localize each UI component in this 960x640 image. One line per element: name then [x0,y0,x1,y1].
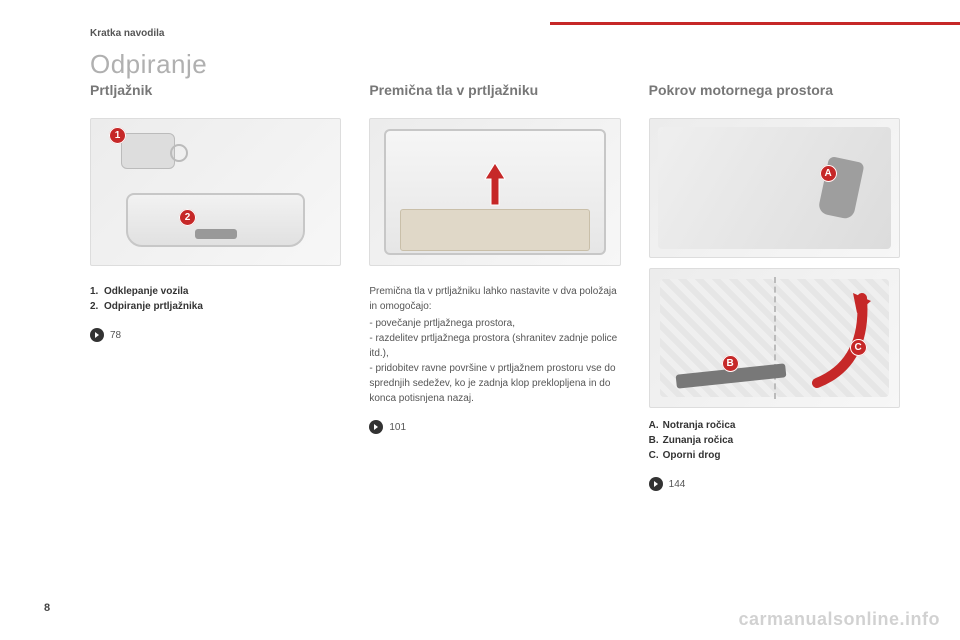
list-num: A. [649,418,663,433]
list-num: B. [649,433,663,448]
heading-trunk: Prtljažnik [90,82,341,100]
list-item: 2.Odpiranje prtljažnika [90,299,341,314]
ref-number: 101 [389,422,406,433]
bullet-list: povečanje prtljažnega prostora, razdelit… [369,316,620,406]
col-bootfloor: Premična tla v prtljažniku Premična tla … [369,82,620,491]
list-num: C. [649,448,663,463]
bullet-item: povečanje prtljažnega prostora, [369,316,620,331]
section-label: Kratka navodila [90,28,900,39]
callout-badge-a: A [820,165,837,182]
tailgate-illustration [126,193,306,247]
page-ref: 78 [90,328,341,342]
intro-text: Premična tla v prtljažniku lahko nastavi… [369,284,620,314]
col-bonnet: Pokrov motornega prostora A B C A.Notran… [649,82,900,491]
keyfob-illustration [121,133,175,169]
callout-badge-b: B [722,355,739,372]
page-ref: 144 [649,477,900,491]
watermark: carmanualsonline.info [738,609,940,630]
callout-badge-1: 1 [109,127,126,144]
boot-floor-panel [400,209,590,251]
ref-number: 144 [669,479,686,490]
page-ref: 101 [369,420,620,434]
col-trunk: Prtljažnik 1 2 1.Odklepanje vozila 2.Odp… [90,82,341,491]
page-number: 8 [44,602,50,614]
trunk-list: 1.Odklepanje vozila 2.Odpiranje prtljažn… [90,284,341,314]
bullet-item: razdelitev prtljažnega prostora (shranit… [369,331,620,361]
heading-bootfloor: Premična tla v prtljažniku [369,82,620,100]
header-accent-bar [550,22,960,25]
list-text: Notranja ročica [663,420,736,431]
list-item: C.Oporni drog [649,448,900,463]
callout-badge-c: C [850,339,867,356]
up-arrow-icon [481,161,509,207]
list-text: Oporni drog [663,450,721,461]
heading-bonnet: Pokrov motornega prostora [649,82,900,100]
divider-dashed [774,277,776,399]
figure-trunk: 1 2 [90,118,341,266]
list-text: Odpiranje prtljažnika [104,301,203,312]
figure-bootfloor [369,118,620,266]
bonnet-list: A.Notranja ročica B.Zunanja ročica C.Opo… [649,418,900,463]
ref-arrow-icon [649,477,663,491]
ref-arrow-icon [90,328,104,342]
bullet-item: pridobitev ravne površine v prtljažnem p… [369,361,620,406]
ref-arrow-icon [369,420,383,434]
list-item: 1.Odklepanje vozila [90,284,341,299]
list-text: Zunanja ročica [663,435,734,446]
list-item: A.Notranja ročica [649,418,900,433]
list-text: Odklepanje vozila [104,286,188,297]
list-num: 1. [90,284,104,299]
tailgate-handle [195,229,237,239]
page-title: Odpiranje [90,49,900,80]
figure-engine-bay: B C [649,268,900,408]
list-item: B.Zunanja ročica [649,433,900,448]
bootfloor-text: Premična tla v prtljažniku lahko nastavi… [369,284,620,406]
ref-number: 78 [110,330,121,341]
manual-page: Kratka navodila Odpiranje Prtljažnik 1 2… [0,0,960,640]
figure-bonnet-lever: A [649,118,900,258]
swing-arrow-icon [807,283,877,393]
callout-badge-2: 2 [179,209,196,226]
list-num: 2. [90,299,104,314]
columns: Prtljažnik 1 2 1.Odklepanje vozila 2.Odp… [90,82,900,491]
